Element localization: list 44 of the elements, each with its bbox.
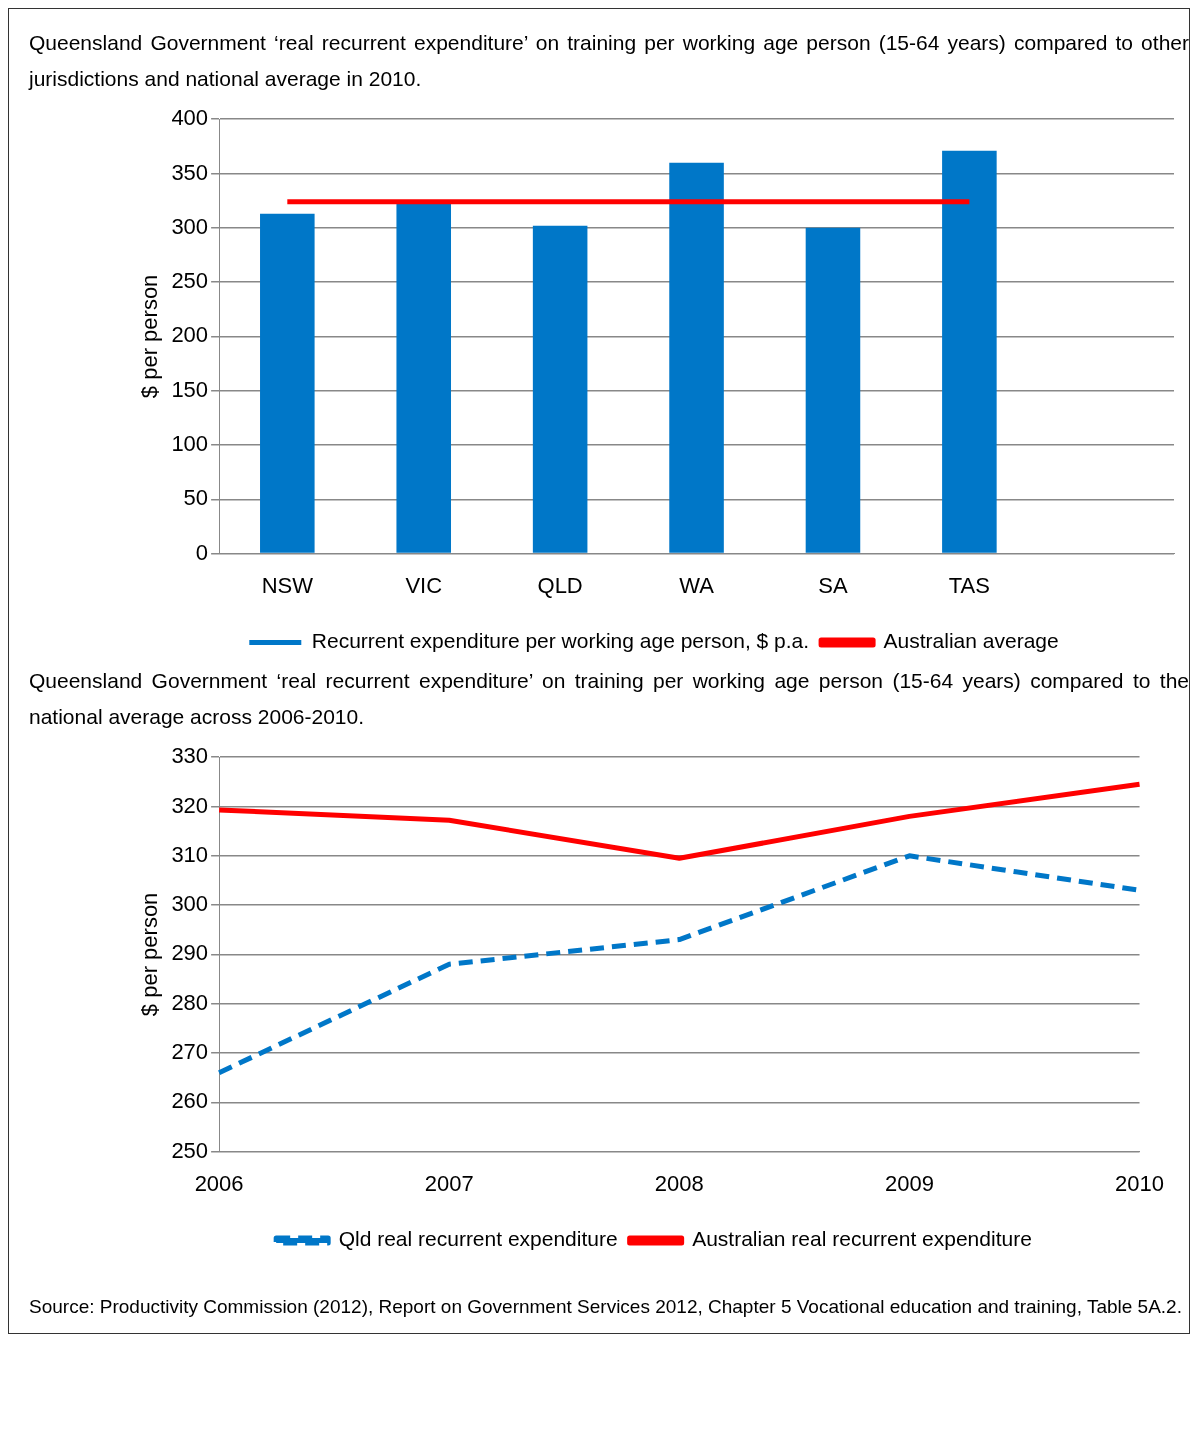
x-tick-label: 2007 [424, 1170, 474, 1196]
y-tick-label: 250 [171, 268, 209, 294]
x-tick-label: 2009 [884, 1170, 934, 1196]
x-tick-label: 2008 [654, 1170, 704, 1196]
x-tick-label: 2006 [194, 1170, 244, 1196]
legend-label: Recurrent expenditure per working age person, $ p.a. [311, 629, 810, 653]
y-tick-label: 150 [171, 376, 209, 402]
x-tick-label: TAS [948, 572, 990, 598]
x-tick-label: QLD [537, 572, 583, 598]
x-tick-label: WA [679, 572, 715, 598]
legend-label: Australian average [883, 629, 1059, 653]
y-tick-label: 320 [171, 792, 209, 818]
bar [942, 150, 997, 553]
y-tick-label: 260 [171, 1088, 209, 1114]
y-tick-label: 200 [171, 322, 209, 348]
x-tick-label: VIC [405, 572, 443, 598]
x-tick-label: NSW [261, 572, 314, 598]
y-tick-label: 290 [171, 940, 209, 966]
y-tick-label: 350 [171, 159, 209, 185]
legend-label: Australian real recurrent expenditure [692, 1227, 1032, 1251]
x-tick-label: SA [818, 572, 848, 598]
x-tick-label: 2010 [1115, 1170, 1165, 1196]
y-tick-label: 300 [171, 891, 209, 917]
bar [396, 202, 452, 553]
y-tick-label: 400 [171, 105, 209, 131]
y-axis-title: $ per person [137, 274, 163, 399]
bar [532, 225, 588, 553]
bar [260, 213, 315, 553]
y-tick-label: 100 [171, 431, 209, 457]
bar [669, 162, 724, 553]
source-note: Source: Productivity Commission (2012), Report on Government Services 2012, Chapter 5 Vocational education and training, Table 5A.2. [29, 1295, 1183, 1319]
bar [805, 227, 861, 553]
legend-label: Qld real recurrent expenditure [338, 1227, 618, 1251]
y-tick-label: 0 [195, 539, 209, 565]
y-tick-label: 330 [171, 743, 209, 769]
y-tick-label: 300 [171, 213, 209, 239]
y-tick-label: 280 [171, 989, 209, 1015]
chart-title: Queensland Government ‘real recurrent expenditure’ on training per working age person (15-64 years) compared to the national average across 2006-2010. [29, 668, 1189, 730]
y-tick-label: 250 [171, 1137, 209, 1163]
y-tick-label: 270 [171, 1039, 209, 1065]
y-axis-title: $ per person [137, 892, 163, 1017]
y-tick-label: 50 [183, 485, 209, 511]
y-tick-label: 310 [171, 841, 209, 867]
chart-title: Queensland Government ‘real recurrent expenditure’ on training per working age person (15-64 years) compared to other jurisdictions and national average in 2010. [29, 30, 1189, 92]
